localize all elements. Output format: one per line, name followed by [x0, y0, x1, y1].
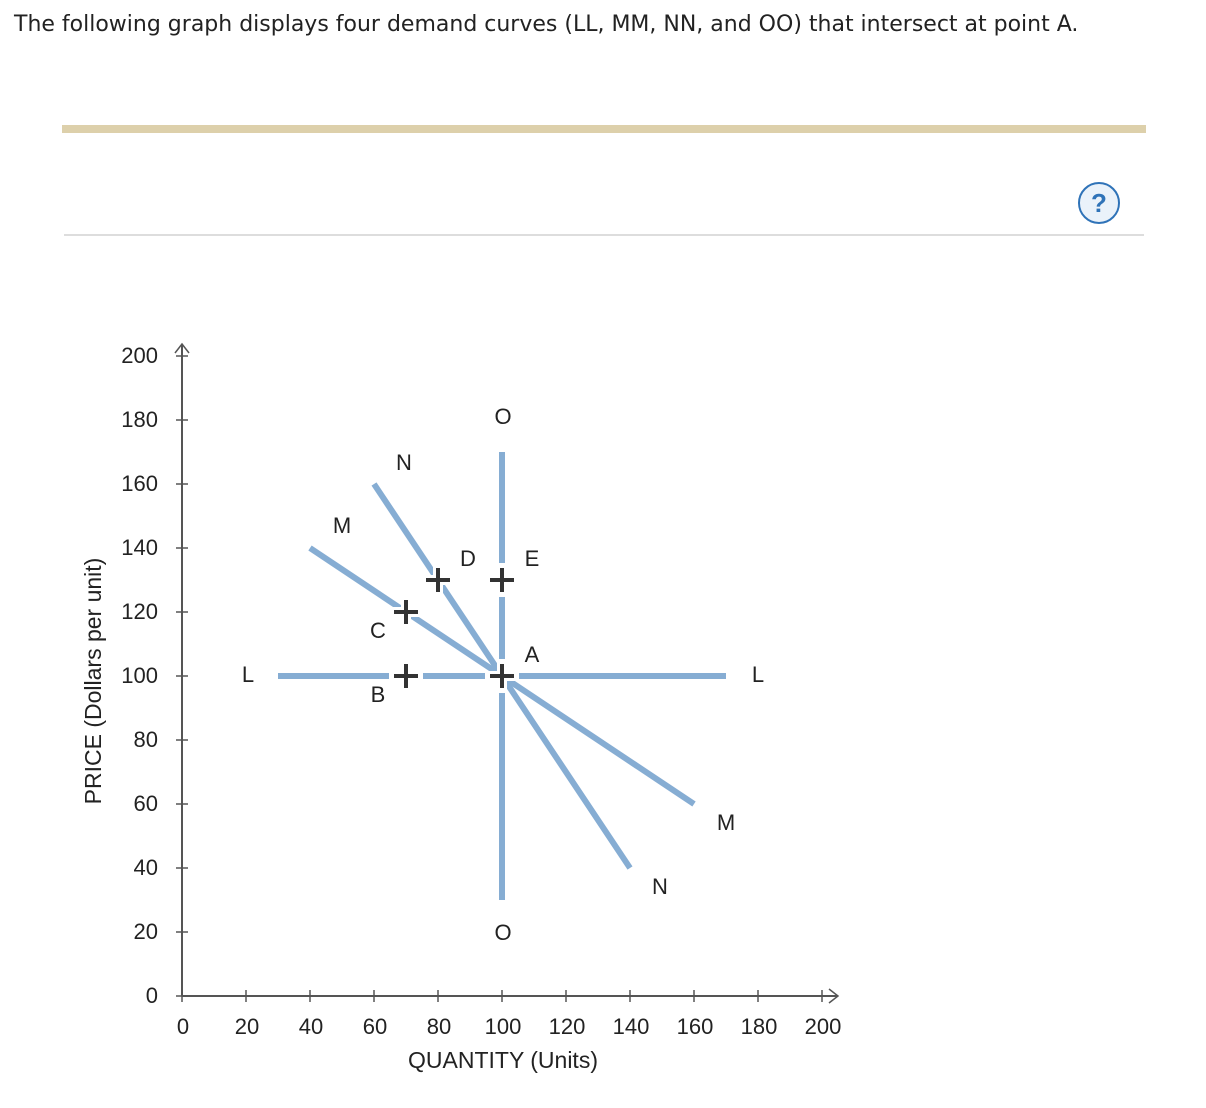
x-tick-label: 60 — [363, 1014, 387, 1039]
curve-label-oo-start: O — [494, 404, 511, 429]
y-axis-arrow-icon — [174, 342, 190, 354]
x-tick-label: 100 — [485, 1014, 522, 1039]
y-tick-label: 200 — [121, 343, 158, 368]
y-tick-label: 120 — [121, 599, 158, 624]
x-tick-label: 20 — [235, 1014, 259, 1039]
point-label-c: C — [370, 618, 386, 643]
y-tick-label: 160 — [121, 471, 158, 496]
curve-labels: L L M M N N O O A B C D E — [242, 404, 764, 945]
curve-label-mm-end: M — [717, 810, 735, 835]
y-tick-label: 20 — [134, 919, 158, 944]
curve-points — [389, 563, 519, 693]
curve-label-ll-start: L — [242, 662, 254, 687]
point-d-marker — [421, 563, 455, 597]
x-tick-label: 200 — [805, 1014, 842, 1039]
y-tick-label: 60 — [134, 791, 158, 816]
point-label-a: A — [525, 642, 540, 667]
x-tick-label: 40 — [299, 1014, 323, 1039]
point-label-e: E — [525, 546, 540, 571]
x-tick-label: 180 — [741, 1014, 778, 1039]
x-tick-label: 160 — [677, 1014, 714, 1039]
point-b-marker — [389, 659, 423, 693]
point-a-marker — [485, 659, 519, 693]
y-axis-title: PRICE (Dollars per unit) — [80, 558, 106, 805]
curve-label-nn-end: N — [652, 874, 668, 899]
divider — [64, 234, 1144, 236]
y-tick-label: 100 — [121, 663, 158, 688]
question-text: The following graph displays four demand… — [14, 12, 1079, 37]
question-mark-circle-icon: ? — [1091, 188, 1107, 218]
curve-label-ll-end: L — [752, 662, 764, 687]
header-bar — [62, 125, 1146, 133]
x-axis-title: QUANTITY (Units) — [408, 1047, 598, 1073]
x-tick-label: 80 — [427, 1014, 451, 1039]
x-tick-label: 120 — [549, 1014, 586, 1039]
point-e-marker — [485, 563, 519, 597]
x-axis-arrow-icon — [828, 988, 840, 1004]
point-c-marker — [389, 595, 423, 629]
curve-label-mm-start: M — [333, 513, 351, 538]
point-label-b: B — [371, 682, 386, 707]
curve-label-nn-start: N — [396, 450, 412, 475]
axes: 0 20 40 60 80 100 120 140 160 180 200 0 20 40 60 80 100 1… — [80, 342, 842, 1073]
y-tick-label: 140 — [121, 535, 158, 560]
x-tick-label: 0 — [177, 1014, 189, 1039]
x-tick-label: 140 — [613, 1014, 650, 1039]
curve-label-oo-end: O — [494, 920, 511, 945]
y-tick-label: 40 — [134, 855, 158, 880]
point-label-d: D — [460, 546, 476, 571]
help-button[interactable]: ? — [1078, 182, 1120, 224]
y-tick-label: 180 — [121, 407, 158, 432]
y-tick-label: 0 — [146, 983, 158, 1008]
y-tick-label: 80 — [134, 727, 158, 752]
